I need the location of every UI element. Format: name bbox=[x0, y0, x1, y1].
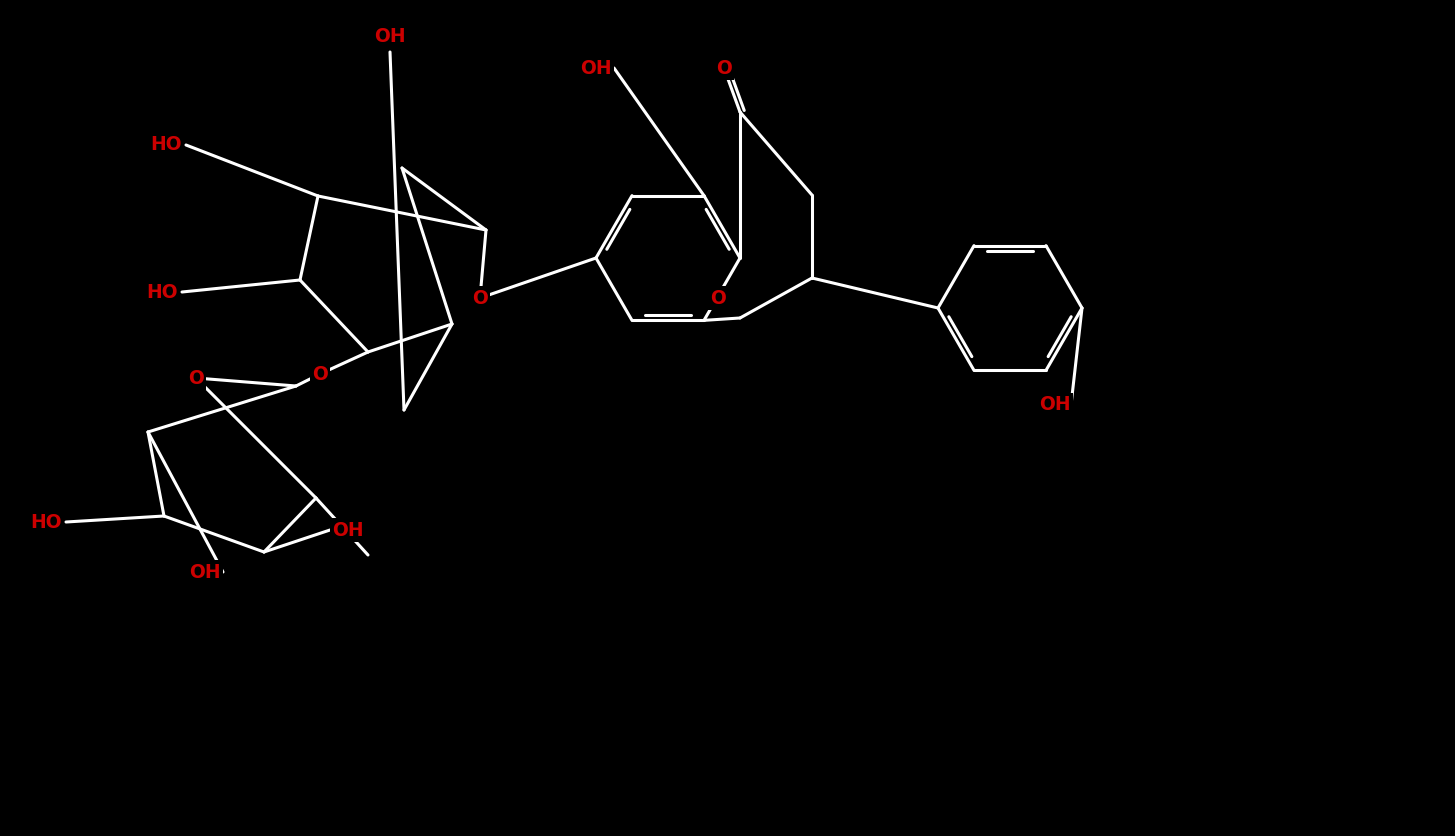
Text: HO: HO bbox=[150, 135, 182, 155]
Text: O: O bbox=[311, 364, 327, 384]
Text: HO: HO bbox=[146, 283, 178, 302]
Text: O: O bbox=[716, 59, 732, 78]
Text: O: O bbox=[710, 288, 726, 308]
Text: OH: OH bbox=[189, 563, 221, 582]
Text: OH: OH bbox=[374, 27, 406, 45]
Text: O: O bbox=[188, 369, 204, 388]
Text: OH: OH bbox=[332, 521, 364, 539]
Text: O: O bbox=[471, 288, 487, 308]
Text: OH: OH bbox=[581, 59, 611, 78]
Text: OH: OH bbox=[1039, 395, 1071, 415]
Text: HO: HO bbox=[31, 512, 61, 532]
